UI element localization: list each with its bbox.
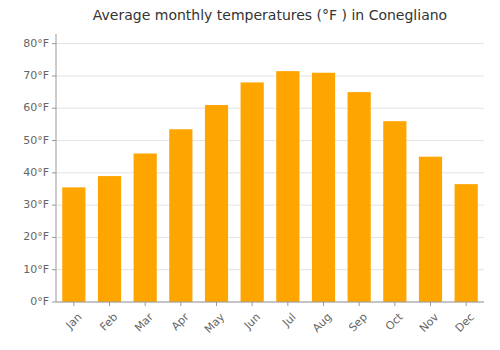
x-axis-line xyxy=(56,302,484,303)
x-tick-label: Apr xyxy=(169,310,192,333)
bar xyxy=(348,92,371,302)
y-tick-label: 20°F xyxy=(23,230,49,243)
bar xyxy=(455,184,478,302)
bar xyxy=(169,129,192,302)
x-tick-label: Aug xyxy=(310,311,334,335)
y-tick-label: 50°F xyxy=(23,134,49,147)
x-tick xyxy=(394,302,395,306)
bar xyxy=(62,187,85,302)
x-tick-label: Sep xyxy=(346,311,370,335)
grid-line xyxy=(56,302,484,303)
x-tick xyxy=(430,302,431,306)
x-tick xyxy=(466,302,467,306)
y-tick xyxy=(52,75,56,76)
x-tick-label: Mar xyxy=(132,310,156,334)
x-tick-label: Jan xyxy=(63,311,85,333)
y-tick-label: 30°F xyxy=(23,198,49,211)
grid-line xyxy=(56,43,484,44)
chart-container: 0°F 10°F 20°F 30°F 40°F 50°F 60°F 70°F 80°F Jan Fe… xyxy=(0,0,500,350)
bar xyxy=(205,105,228,302)
x-tick-label: May xyxy=(202,310,228,336)
y-tick xyxy=(52,269,56,270)
chart-svg: 0°F 10°F 20°F 30°F 40°F 50°F 60°F 70°F 80°F Jan Fe… xyxy=(0,0,500,350)
x-tick-label: Jul xyxy=(279,311,298,330)
x-tick xyxy=(216,302,217,306)
x-tick-label: Nov xyxy=(417,310,442,335)
y-axis-line xyxy=(56,34,57,302)
bar xyxy=(419,157,442,302)
grid-line xyxy=(56,108,484,109)
x-tick xyxy=(109,302,110,306)
x-tick xyxy=(323,302,324,306)
bars xyxy=(62,71,478,302)
y-tick xyxy=(52,108,56,109)
x-tick xyxy=(145,302,146,306)
y-tick-label: 70°F xyxy=(23,69,49,82)
y-axis: 0°F 10°F 20°F 30°F 40°F 50°F 60°F 70°F 80°F xyxy=(23,37,56,308)
bar xyxy=(312,73,335,302)
y-tick-label: 80°F xyxy=(23,37,49,50)
grid-line xyxy=(56,75,484,76)
y-tick xyxy=(52,237,56,238)
page: {"chart_data": {"type": "bar", "title": … xyxy=(0,0,500,350)
bar xyxy=(276,71,299,302)
bar xyxy=(98,176,121,302)
y-tick xyxy=(52,172,56,173)
x-tick-label: Jun xyxy=(241,311,263,333)
x-tick xyxy=(180,302,181,306)
x-tick-label: Feb xyxy=(97,311,120,334)
y-tick xyxy=(52,140,56,141)
y-tick-label: 0°F xyxy=(30,295,49,308)
y-tick xyxy=(52,43,56,44)
x-tick xyxy=(252,302,253,306)
y-tick-label: 10°F xyxy=(23,263,49,276)
grid-line xyxy=(56,140,484,141)
x-tick-label: Oct xyxy=(383,310,406,333)
grid xyxy=(56,44,484,302)
x-axis: Jan Feb Mar Apr May Jun Jul Aug Sep Oct Nov Dec xyxy=(63,302,477,336)
x-tick-label: Dec xyxy=(453,311,477,335)
x-tick xyxy=(359,302,360,306)
y-tick xyxy=(52,205,56,206)
y-tick xyxy=(52,302,56,303)
bar xyxy=(383,121,406,302)
y-tick-label: 60°F xyxy=(23,101,49,114)
y-tick-label: 40°F xyxy=(23,166,49,179)
x-tick xyxy=(287,302,288,306)
bar xyxy=(241,82,264,302)
bar xyxy=(134,153,157,302)
chart-title: Average monthly temperatures (°F ) in Co… xyxy=(93,7,447,23)
x-tick xyxy=(73,302,74,306)
